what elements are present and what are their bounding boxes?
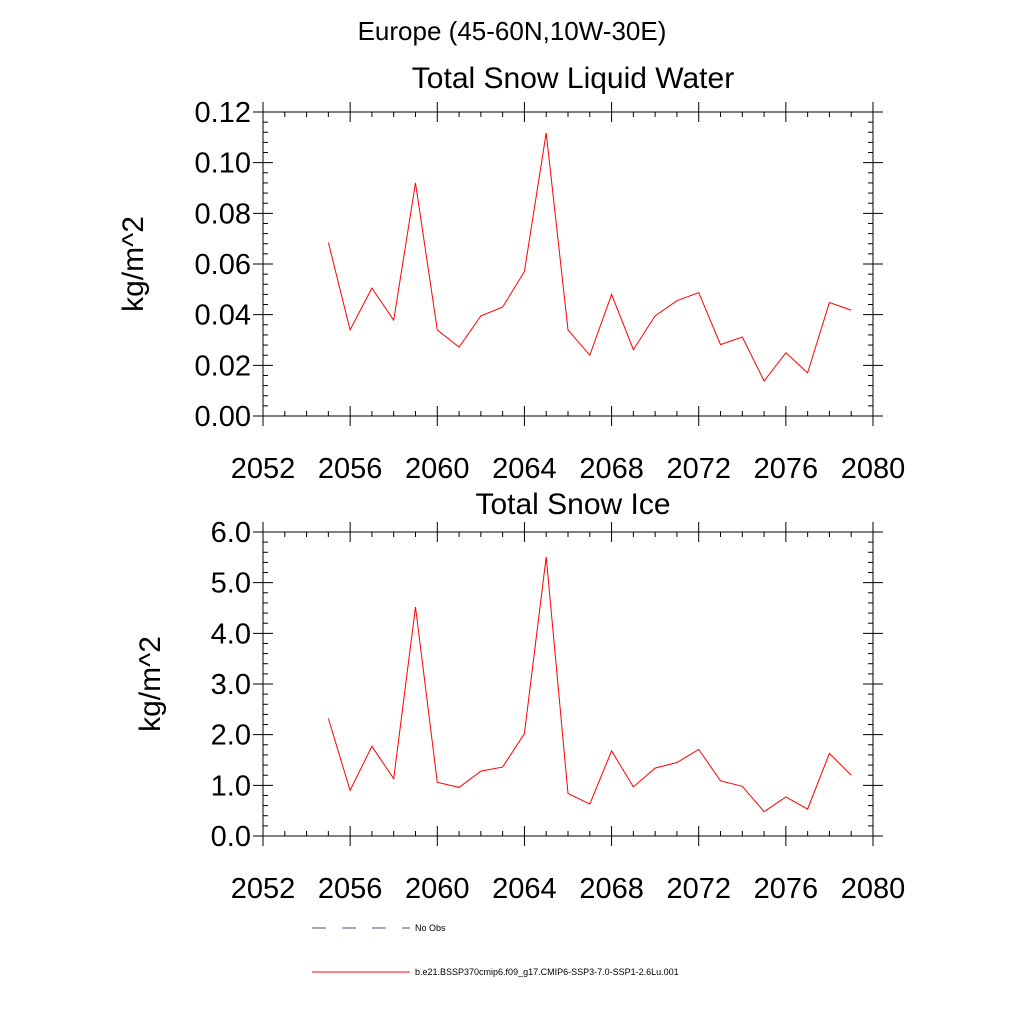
- y-tick-label: 0.06: [195, 249, 251, 281]
- chart-panel-2: Total Snow Ice 2052 2056 2060 2064 2068 2072 20…: [134, 488, 905, 905]
- plot-frame: [262, 111, 874, 417]
- x-tick-label: 2076: [754, 453, 819, 485]
- x-tick-label: 2068: [579, 453, 644, 485]
- y-tick-label: 4.0: [211, 618, 251, 650]
- x-tick-label: 2080: [841, 873, 906, 905]
- y-tick-label: 0.04: [195, 300, 251, 332]
- series-line: [327, 132, 852, 382]
- chart-panel-1: Total Snow Liquid Water 2052 2056 2060 2064 2…: [117, 62, 905, 485]
- y-tick-label: 6.0: [211, 517, 251, 549]
- x-tick-label: 2076: [754, 873, 819, 905]
- chart-title: Total Snow Ice: [475, 488, 670, 521]
- legend-label: No Obs: [415, 923, 446, 933]
- chart-title: Total Snow Liquid Water: [412, 62, 734, 95]
- y-axis-label: kg/m^2: [117, 216, 150, 312]
- y-tick-label: 0.02: [195, 350, 251, 382]
- y-tick-label: 5.0: [211, 568, 251, 600]
- y-tick-label: 3.0: [211, 669, 251, 701]
- legend-item-1: No Obs: [312, 923, 446, 933]
- y-tick-label: 0.08: [195, 198, 251, 230]
- x-tick-label: 2064: [492, 453, 557, 485]
- legend-item-2: b.e21.BSSP370cmip6.f09_g17.CMIP6-SSP3-7.…: [312, 967, 679, 977]
- y-tick-label: 0.00: [195, 401, 251, 433]
- series-line: [327, 556, 852, 813]
- y-tick-label: 0.10: [195, 148, 251, 180]
- x-tick-label: 2068: [579, 873, 644, 905]
- y-tick-label: 0.12: [195, 97, 251, 129]
- x-tick-label: 2060: [405, 453, 470, 485]
- x-tick-label: 2060: [405, 873, 470, 905]
- y-tick-label: 1.0: [211, 770, 251, 802]
- x-tick-label: 2064: [492, 873, 557, 905]
- legend: No Obs b.e21.BSSP370cmip6.f09_g17.CMIP6-S…: [312, 923, 679, 977]
- x-tick-label: 2056: [318, 453, 383, 485]
- x-tick-label: 2052: [231, 453, 296, 485]
- legend-label: b.e21.BSSP370cmip6.f09_g17.CMIP6-SSP3-7.…: [415, 967, 679, 977]
- x-tick-label: 2056: [318, 873, 383, 905]
- x-tick-label: 2072: [666, 453, 731, 485]
- page-title: Europe (45-60N,10W-30E): [357, 16, 667, 46]
- x-tick-label: 2072: [666, 873, 731, 905]
- y-tick-label: 2.0: [211, 720, 251, 752]
- x-tick-label: 2080: [841, 453, 906, 485]
- y-tick-label: 0.0: [211, 821, 251, 853]
- x-tick-label: 2052: [231, 873, 296, 905]
- y-axis-label: kg/m^2: [134, 636, 167, 732]
